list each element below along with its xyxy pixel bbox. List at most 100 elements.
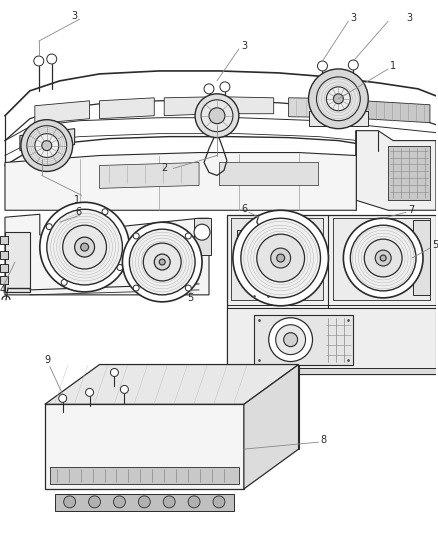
Circle shape <box>27 126 67 165</box>
Circle shape <box>129 229 195 295</box>
Circle shape <box>375 250 391 266</box>
Circle shape <box>74 237 95 257</box>
Circle shape <box>309 224 314 230</box>
Text: 3: 3 <box>406 13 412 23</box>
Circle shape <box>233 210 328 306</box>
Circle shape <box>317 77 360 120</box>
Polygon shape <box>224 97 274 114</box>
Polygon shape <box>219 163 318 185</box>
Polygon shape <box>333 218 430 300</box>
Circle shape <box>35 134 59 158</box>
Polygon shape <box>45 405 244 489</box>
Polygon shape <box>194 218 211 255</box>
Polygon shape <box>5 152 356 210</box>
Circle shape <box>117 264 123 270</box>
Polygon shape <box>0 264 8 272</box>
Circle shape <box>209 108 225 124</box>
Text: 7: 7 <box>408 205 414 215</box>
Polygon shape <box>231 218 323 300</box>
Polygon shape <box>308 111 368 126</box>
Circle shape <box>143 243 181 281</box>
Polygon shape <box>227 308 436 372</box>
Text: 3: 3 <box>350 13 357 23</box>
Circle shape <box>120 385 128 393</box>
Polygon shape <box>289 98 353 118</box>
Circle shape <box>102 209 108 215</box>
Text: 5: 5 <box>432 240 438 250</box>
Text: 1: 1 <box>74 195 80 205</box>
Circle shape <box>138 496 150 508</box>
Circle shape <box>194 224 210 240</box>
Circle shape <box>326 87 350 111</box>
Circle shape <box>42 141 52 150</box>
Polygon shape <box>50 467 239 484</box>
Circle shape <box>185 285 191 291</box>
Circle shape <box>61 279 67 285</box>
Circle shape <box>34 56 44 66</box>
Polygon shape <box>388 146 430 200</box>
Text: 3: 3 <box>241 41 247 51</box>
Polygon shape <box>237 230 251 275</box>
Polygon shape <box>356 131 436 210</box>
Circle shape <box>188 496 200 508</box>
Circle shape <box>333 94 343 104</box>
Polygon shape <box>45 365 299 405</box>
Circle shape <box>59 394 67 402</box>
Circle shape <box>63 225 106 269</box>
Circle shape <box>133 233 139 239</box>
Circle shape <box>154 254 170 270</box>
Circle shape <box>81 243 88 251</box>
Circle shape <box>308 69 368 128</box>
Circle shape <box>271 248 291 268</box>
Circle shape <box>284 333 297 346</box>
Polygon shape <box>35 101 90 124</box>
Circle shape <box>122 222 202 302</box>
Polygon shape <box>5 232 30 292</box>
Circle shape <box>201 100 233 132</box>
Circle shape <box>113 496 125 508</box>
Polygon shape <box>0 236 8 244</box>
Circle shape <box>247 286 253 292</box>
Circle shape <box>241 218 321 298</box>
Polygon shape <box>99 163 199 188</box>
Polygon shape <box>164 97 214 116</box>
Circle shape <box>85 389 94 397</box>
Circle shape <box>204 84 214 94</box>
Polygon shape <box>99 98 154 119</box>
Text: 5: 5 <box>187 293 193 303</box>
Polygon shape <box>0 276 8 284</box>
Circle shape <box>88 496 101 508</box>
Circle shape <box>64 496 76 508</box>
Polygon shape <box>0 251 8 259</box>
Polygon shape <box>363 101 430 123</box>
Circle shape <box>269 318 312 361</box>
Polygon shape <box>244 365 299 489</box>
Circle shape <box>276 325 306 354</box>
Text: 8: 8 <box>321 435 327 445</box>
Circle shape <box>185 233 191 239</box>
Circle shape <box>133 285 139 291</box>
Circle shape <box>213 496 225 508</box>
Circle shape <box>46 224 52 230</box>
Circle shape <box>343 218 423 298</box>
Polygon shape <box>227 368 436 375</box>
Circle shape <box>110 368 118 376</box>
Circle shape <box>47 209 122 285</box>
Circle shape <box>350 225 416 291</box>
Circle shape <box>364 239 402 277</box>
Text: 6: 6 <box>76 207 82 217</box>
Polygon shape <box>5 214 209 295</box>
Circle shape <box>318 61 328 71</box>
Text: 2: 2 <box>161 164 167 173</box>
Text: 1: 1 <box>390 61 396 71</box>
Circle shape <box>21 120 73 172</box>
Polygon shape <box>20 128 74 150</box>
Text: 6: 6 <box>242 204 248 214</box>
Circle shape <box>354 281 360 287</box>
Polygon shape <box>413 220 430 295</box>
Circle shape <box>163 496 175 508</box>
Circle shape <box>257 234 304 282</box>
Circle shape <box>309 286 314 292</box>
Circle shape <box>277 254 285 262</box>
Polygon shape <box>227 215 436 375</box>
